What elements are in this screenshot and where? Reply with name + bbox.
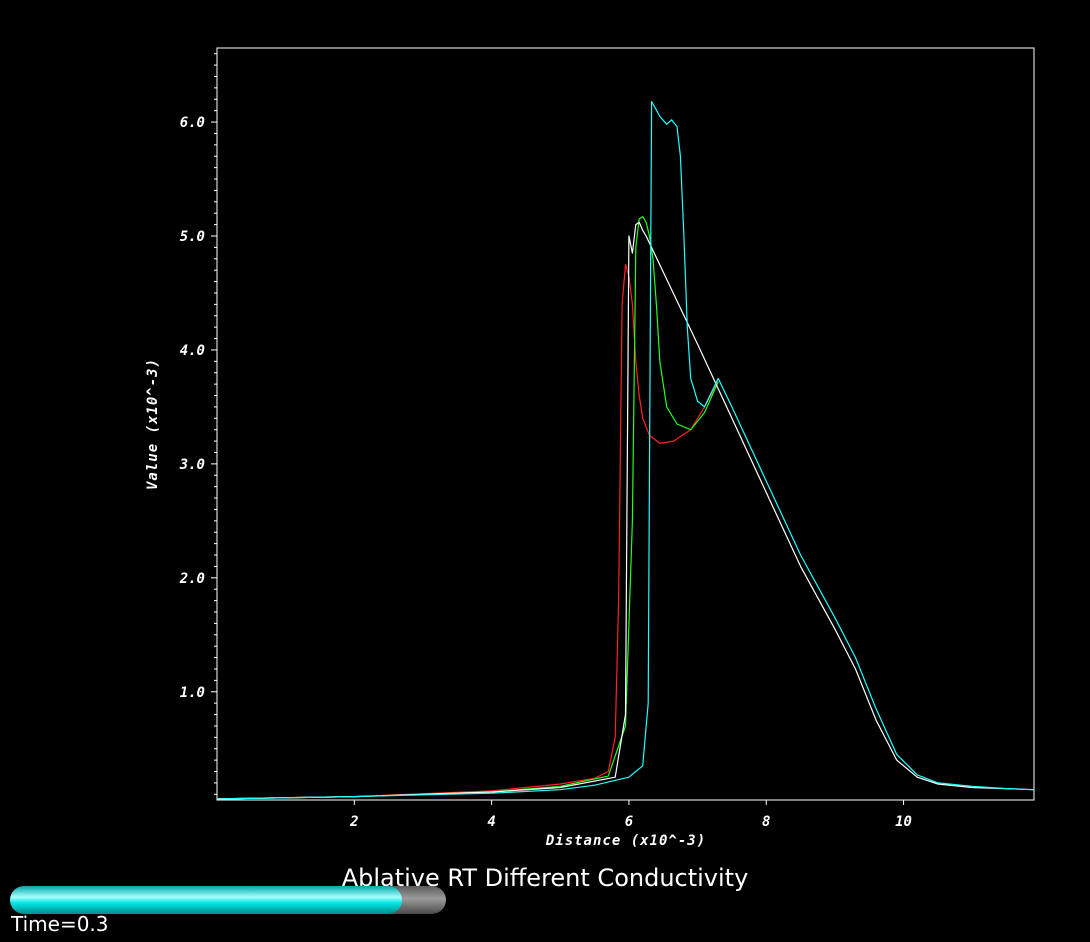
series-line-2 xyxy=(216,216,719,800)
y-minor-ticks xyxy=(211,53,217,795)
plot-frame xyxy=(216,47,1035,801)
x-axis-label: Distance (x10^-3) xyxy=(545,833,706,849)
y-tick-label: 1.0 xyxy=(180,685,205,701)
x-tick-label: 8 xyxy=(762,814,770,830)
time-label: Time=0.3 xyxy=(11,912,109,936)
x-tick-label: 4 xyxy=(487,814,495,830)
y-tick-label: 4.0 xyxy=(180,343,205,359)
series-line-3 xyxy=(216,221,1035,800)
x-tick-label: 10 xyxy=(895,814,912,830)
x-tick-label: 6 xyxy=(625,814,633,830)
series-line-4 xyxy=(216,100,1035,800)
x-axis-ticks: 2 4 6 8 10 xyxy=(349,800,912,830)
y-tick-label: 3.0 xyxy=(179,457,205,473)
y-tick-label: 5.0 xyxy=(180,229,205,245)
time-slider[interactable] xyxy=(10,886,446,914)
series-lines xyxy=(216,100,1035,800)
y-tick-label: 2.0 xyxy=(179,571,205,587)
y-tick-label: 6.0 xyxy=(180,115,205,131)
y-axis-ticks: 1.0 2.0 3.0 4.0 5.0 6.0 xyxy=(179,115,205,701)
series-line-1 xyxy=(216,263,719,800)
time-slider-fill xyxy=(10,886,403,914)
x-tick-label: 2 xyxy=(349,814,358,830)
y-axis-label: Value (x10^-3) xyxy=(145,358,161,490)
